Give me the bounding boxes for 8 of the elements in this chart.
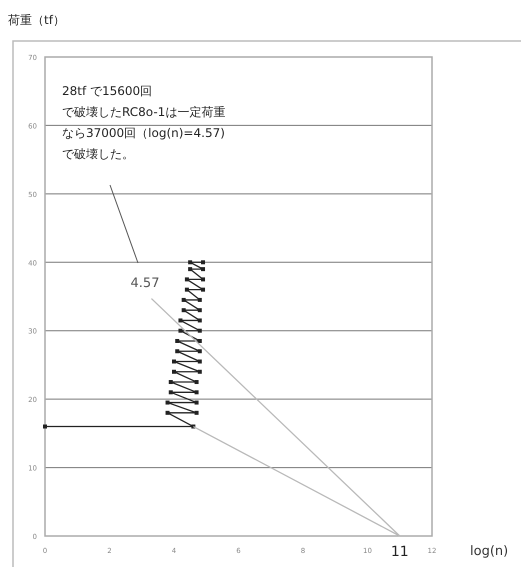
annotation: 4.57 xyxy=(130,276,160,291)
annotation: で破壊した。 xyxy=(62,147,134,161)
x-axis-title: log(n) xyxy=(470,544,508,559)
annotation: 11 xyxy=(390,544,409,560)
y-axis-title: 荷重（tf） xyxy=(8,13,65,27)
annotation: で破壊したRC8o-1は一定荷重 xyxy=(62,105,226,119)
annotation: 28tf で15600回 xyxy=(62,84,152,98)
annotation: なら37000回（log(n)=4.57) xyxy=(62,126,225,140)
